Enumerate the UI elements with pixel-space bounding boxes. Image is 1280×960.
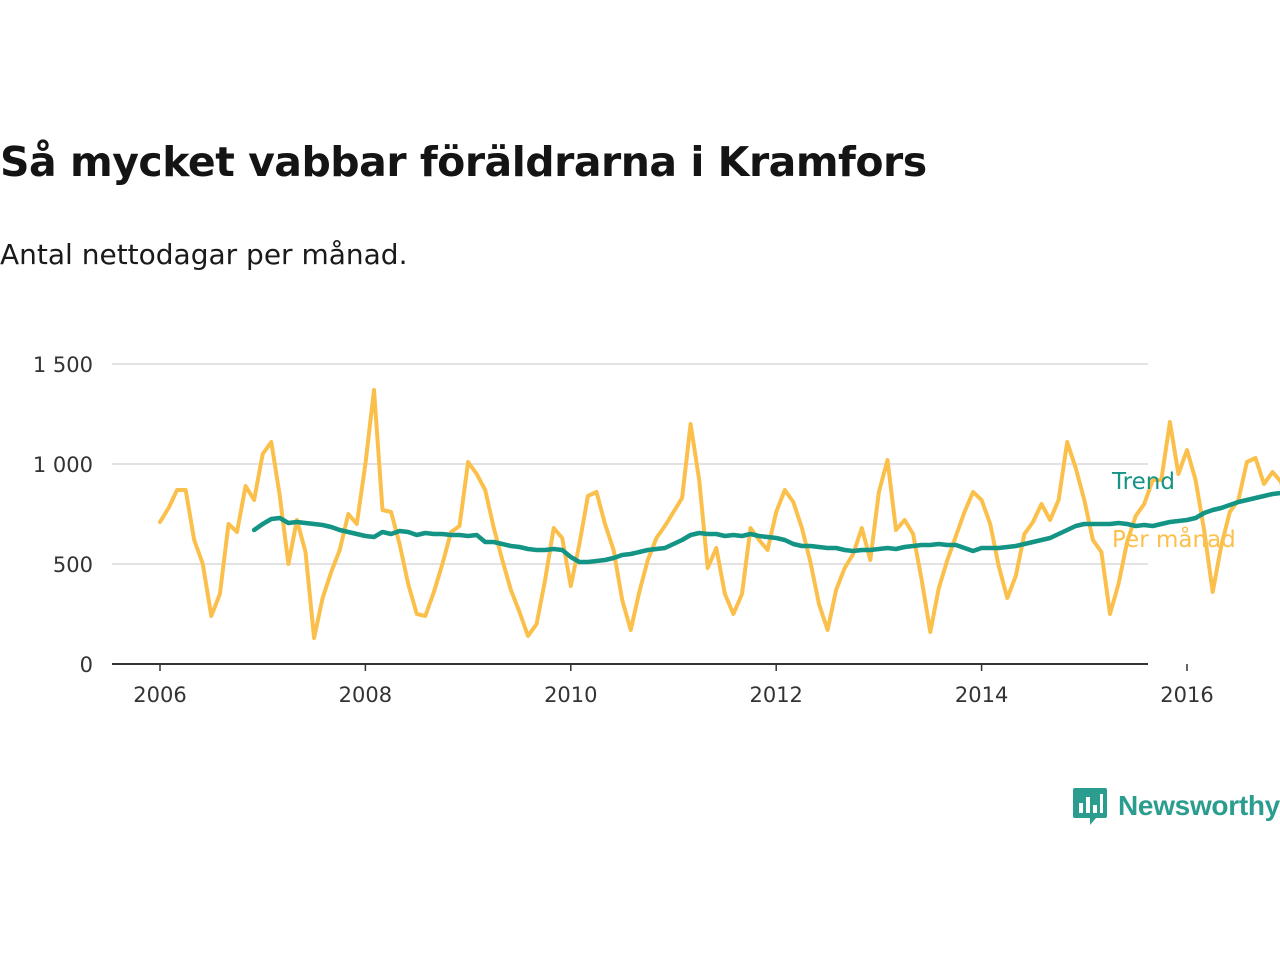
y-tick-label: 1 000 [33, 453, 93, 477]
x-tick-label: 2010 [544, 683, 597, 707]
series-line-per-manad [158, 388, 1280, 640]
series-labels: Per månad Trend [1111, 469, 1236, 553]
x-axis: 2006200820102012201420162018202020222024 [112, 663, 1214, 707]
y-tick-label: 500 [53, 553, 93, 577]
y-tick-label: 1 500 [33, 353, 93, 377]
series-label-trend: Trend [1111, 469, 1175, 495]
chart-subtitle: Antal nettodagar per månad. [0, 238, 408, 271]
x-tick-label: 2006 [133, 683, 186, 707]
chart-title: Så mycket vabbar föräldrarna i Kramfors [0, 138, 927, 186]
series-lines [158, 388, 1280, 640]
x-tick-label: 2014 [955, 683, 1008, 707]
gridlines: 0 500 1 000 1 500 [33, 353, 1148, 677]
newsworthy-logo-icon [1073, 788, 1107, 825]
newsworthy-logo-text: Newsworthy [1118, 790, 1280, 821]
x-tick-label: 2008 [339, 683, 392, 707]
newsworthy-logo[interactable]: Newsworthy [1072, 786, 1280, 826]
y-tick-label: 0 [80, 653, 93, 677]
x-tick-label: 2016 [1160, 683, 1213, 707]
x-tick-label: 2012 [749, 683, 802, 707]
series-label-per-manad: Per månad [1112, 525, 1236, 553]
series-line-trend [251, 490, 1280, 565]
